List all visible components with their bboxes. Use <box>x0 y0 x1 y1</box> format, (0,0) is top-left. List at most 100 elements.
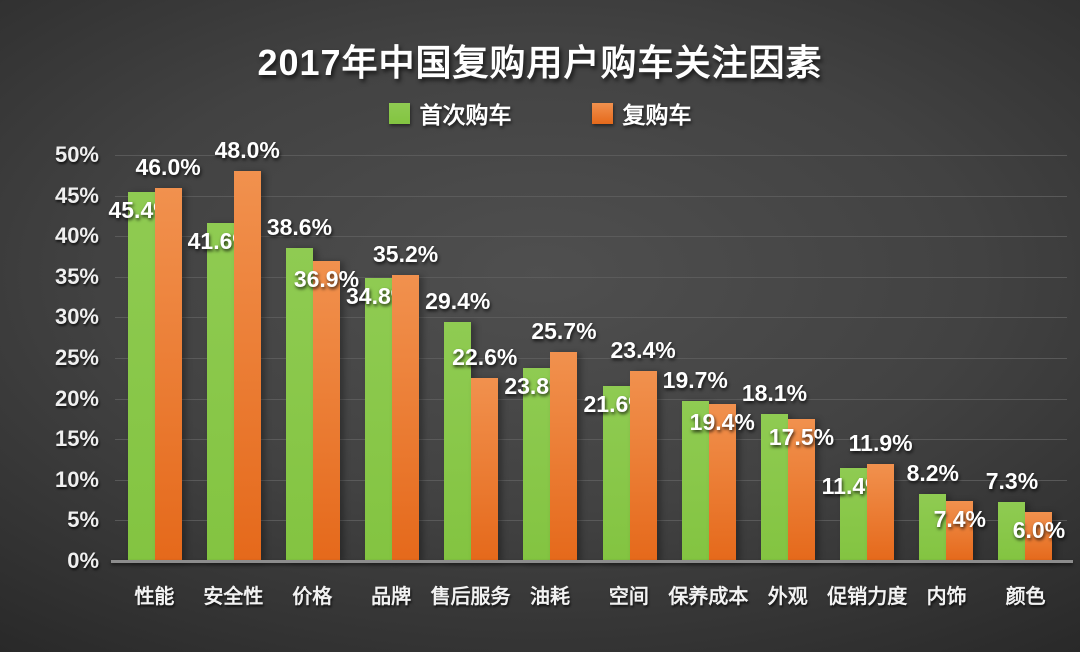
x-axis-category-label: 油耗 <box>530 586 570 608</box>
bar-repurchase: 35.2% <box>373 241 438 561</box>
bar-value-label: 46.0% <box>135 153 201 180</box>
bar-group: 38.6% 36.9% <box>267 155 359 561</box>
gridline <box>115 276 1067 278</box>
bar-group: 45.4% 46.0% <box>108 154 201 561</box>
y-axis-tick-label: 50% <box>54 142 99 167</box>
x-axis-category-label: 品牌 <box>371 586 412 608</box>
x-axis-category-label: 空间 <box>608 586 649 608</box>
bar-value-label: 19.7% <box>662 367 728 393</box>
bar-value-label: 8.2% <box>906 460 960 487</box>
y-axis-tick-label: 45% <box>54 182 99 208</box>
bars-container: 45.4% 46.0% 41.6% 48.0% 38.6% 36.9% 34.8% 35.2%… <box>108 137 1065 561</box>
bar-first-purchase: 41.6% <box>188 223 253 561</box>
y-axis: 50% 45% 40% 35% 30% 25% 20% 15% 10% 5% 0% <box>0 142 103 573</box>
bar-repurchase: 46.0% <box>135 154 201 561</box>
x-axis-category-label: 价格 <box>292 586 333 608</box>
plot-area: 45.4% 46.0% 41.6% 48.0% 38.6% 36.9% 34.8% 35.2%… <box>108 137 1073 563</box>
bar-value-label: 48.0% <box>214 137 280 164</box>
gridline <box>115 195 1067 197</box>
x-axis-category-label: 内饰 <box>926 586 967 608</box>
bar-repurchase: 36.9% <box>294 261 359 561</box>
bar-value-label: 7.4% <box>933 505 987 532</box>
bar-repurchase: 19.4% <box>690 403 755 561</box>
x-axis-line <box>111 560 1073 563</box>
bar-first-purchase: 34.8% <box>346 278 411 561</box>
bar-first-purchase: 21.6% <box>584 385 649 561</box>
bar-first-purchase: 29.4% <box>425 288 490 561</box>
bar-group: 11.4% 11.9% <box>822 155 913 561</box>
gridline <box>115 155 1067 156</box>
bar-value-label: 22.6% <box>452 343 518 370</box>
bar-first-purchase: 11.4% <box>822 468 886 561</box>
legend-item-first-purchase: 首次购车 <box>388 96 512 130</box>
y-axis-tick-label: 10% <box>54 466 99 492</box>
x-axis-labels: 性能 安全性 价格 品牌 售后服务 油耗 空间 保养成本 外观 促销力度 内饰 颜色 <box>115 580 1065 609</box>
x-axis-category-label: 促销力度 <box>827 586 908 608</box>
x-axis-category-label: 外观 <box>767 586 808 608</box>
bar-repurchase: 6.0% <box>1013 512 1065 561</box>
gridline <box>115 439 1067 441</box>
bar-repurchase: 48.0% <box>215 137 280 561</box>
y-axis-tick-label: 15% <box>54 426 99 452</box>
bar-group: 34.8% 35.2% <box>346 155 438 561</box>
bar-value-label: 38.6% <box>266 213 333 240</box>
gridline <box>115 479 1067 481</box>
bar-group: 8.2% 7.4% <box>907 155 986 561</box>
bar-first-purchase: 8.2% <box>907 460 959 561</box>
bar-group: 18.1% 17.5% <box>742 155 834 561</box>
legend-label-repurchase: 复购车 <box>622 102 692 128</box>
legend-swatch-repurchase <box>591 102 613 124</box>
y-axis-tick-label: 5% <box>67 507 99 533</box>
chart-title: 2017年中国复购用户购车关注因素 <box>257 42 823 83</box>
bar-value-label: 25.7% <box>531 318 597 345</box>
y-axis-tick-label: 30% <box>54 304 99 330</box>
gridline <box>115 358 1067 359</box>
bar-group: 21.6% 23.4% <box>584 155 676 561</box>
bar-value-label: 29.4% <box>425 288 491 315</box>
bar-value-label: 36.9% <box>293 266 360 293</box>
x-axis-category-label: 安全性 <box>203 586 264 608</box>
bar-value-label: 11.9% <box>848 430 913 457</box>
x-axis-category-label: 售后服务 <box>430 586 511 608</box>
bar-group: 29.4% 22.6% <box>425 155 517 561</box>
bar-first-purchase: 7.3% <box>986 468 1038 561</box>
bar-value-label: 7.3% <box>985 467 1039 494</box>
bar-group: 7.3% 6.0% <box>986 155 1065 561</box>
y-axis-tick-label: 25% <box>54 345 99 370</box>
legend-label-first-purchase: 首次购车 <box>419 102 512 128</box>
bar-repurchase: 25.7% <box>531 318 597 561</box>
bar-value-label: 19.4% <box>689 408 755 435</box>
y-axis-tick-label: 40% <box>54 223 99 249</box>
legend: 首次购车 复购车 <box>0 96 1080 130</box>
bar-value-label: 17.5% <box>768 423 835 450</box>
bar-repurchase: 17.5% <box>769 418 834 561</box>
bar-first-purchase: 45.4% <box>108 192 174 561</box>
x-axis-category-label: 颜色 <box>1005 586 1046 608</box>
bar-first-purchase: 18.1% <box>742 380 807 561</box>
bar-value-label: 23.4% <box>610 337 676 363</box>
gridline <box>115 236 1067 238</box>
x-axis-category-label: 保养成本 <box>668 586 749 608</box>
gridline <box>115 398 1067 400</box>
bar-first-purchase: 23.8% <box>504 367 570 561</box>
y-axis-tick-label: 20% <box>54 385 99 411</box>
bar-value-label: 18.1% <box>741 380 808 406</box>
bar-first-purchase: 19.7% <box>663 367 728 561</box>
y-axis-tick-label: 0% <box>67 548 99 573</box>
bar-first-purchase: 38.6% <box>267 214 332 561</box>
bar-value-label: 6.0% <box>1012 517 1066 544</box>
gridline <box>115 520 1067 522</box>
bar-repurchase: 11.9% <box>849 430 913 561</box>
gridline <box>115 317 1067 319</box>
legend-item-repurchase: 复购车 <box>591 96 692 130</box>
y-axis-tick-label: 35% <box>54 263 99 289</box>
bar-repurchase: 22.6% <box>452 344 517 561</box>
legend-swatch-first-purchase <box>388 102 410 124</box>
bar-group: 23.8% 25.7% <box>504 155 597 561</box>
bar-group: 19.7% 19.4% <box>663 155 755 561</box>
bar-value-label: 35.2% <box>372 241 439 268</box>
x-axis-category-label: 性能 <box>134 586 175 608</box>
bar-repurchase: 7.4% <box>934 500 986 561</box>
bar-repurchase: 23.4% <box>611 337 676 561</box>
